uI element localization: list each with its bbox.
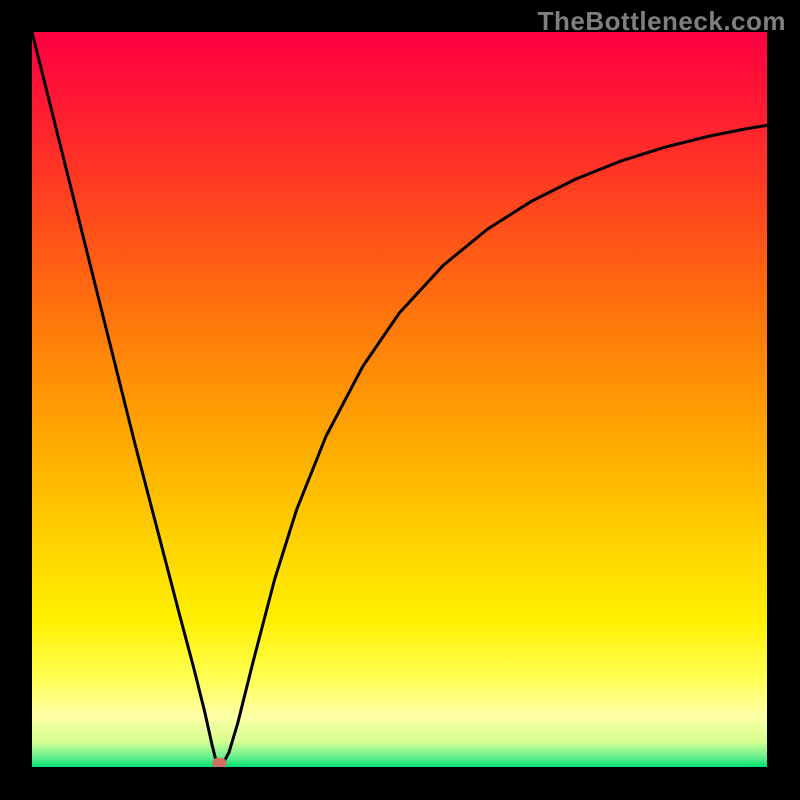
watermark-text: TheBottleneck.com (538, 6, 786, 37)
gradient-background (32, 32, 767, 767)
bottleneck-chart (32, 32, 767, 767)
plot-area (32, 32, 767, 767)
optimal-point-marker (212, 758, 226, 767)
